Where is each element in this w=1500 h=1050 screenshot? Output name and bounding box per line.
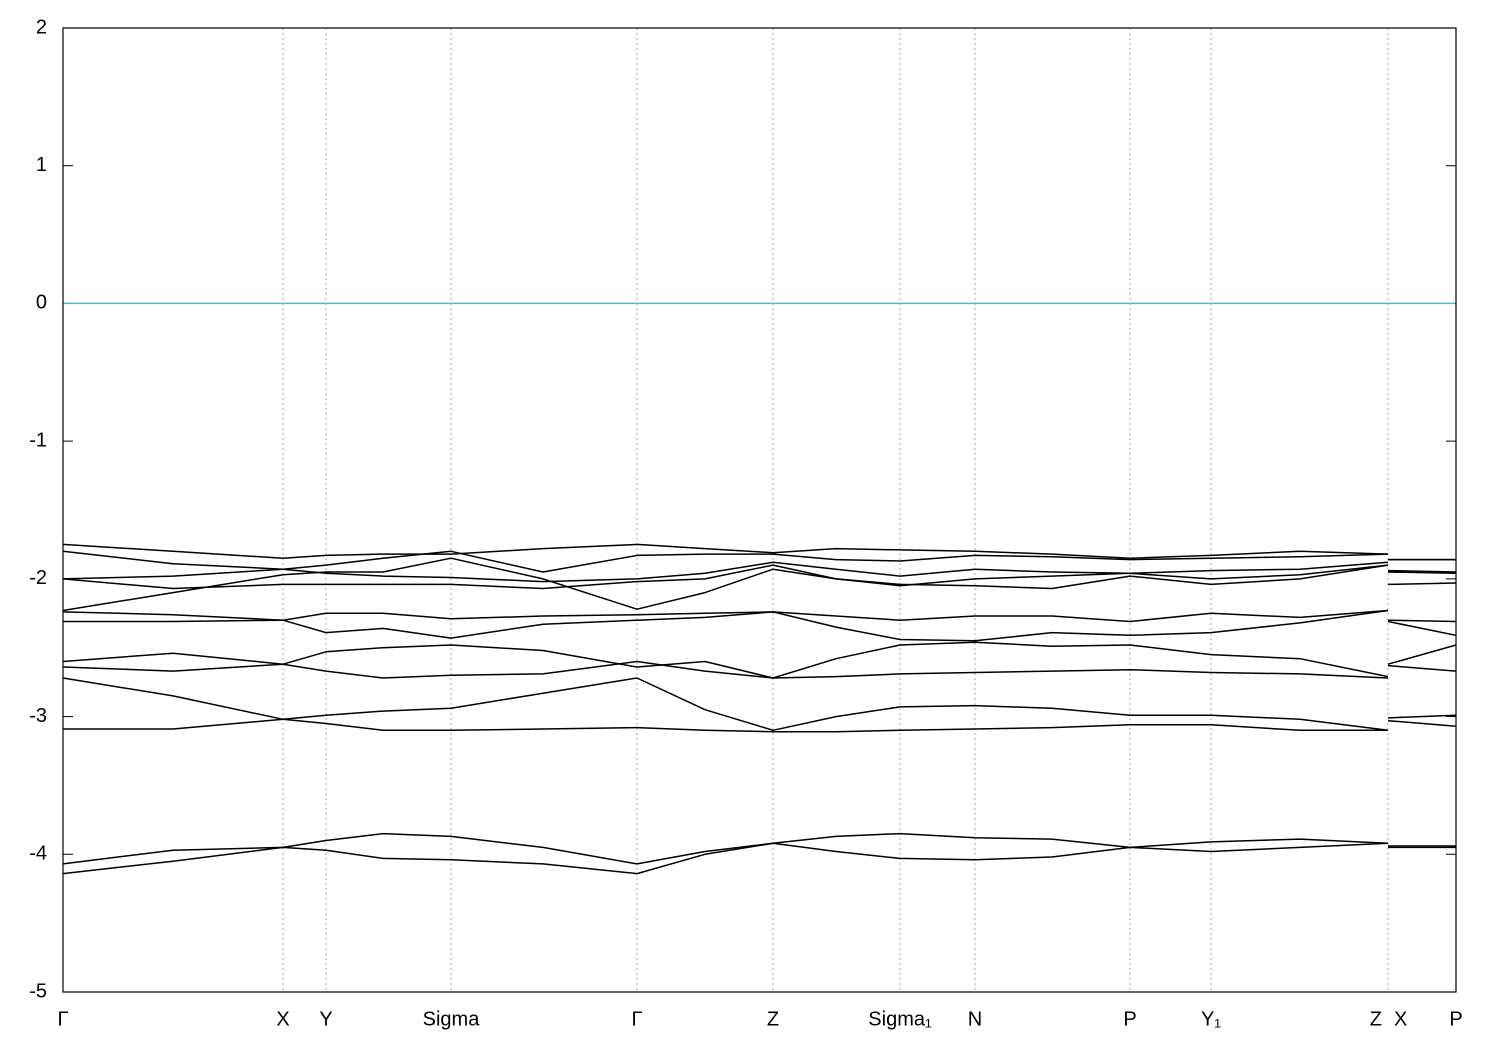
plot-frame xyxy=(62,27,1457,993)
y-tick-label: -5 xyxy=(29,980,47,1002)
band-line xyxy=(62,641,1457,679)
y-tick-label: 0 xyxy=(36,292,47,314)
x-tick-label: Z xyxy=(767,1008,779,1030)
x-tick-label: X xyxy=(1394,1008,1407,1030)
band-line xyxy=(62,564,1457,590)
x-tick-label: Γ xyxy=(631,1008,642,1030)
band-line xyxy=(62,842,1456,875)
band-line xyxy=(62,543,1456,561)
x-tick-label: Sigma xyxy=(423,1008,481,1030)
band-line xyxy=(62,677,1457,732)
x-tick-label: Y₁ xyxy=(1201,1008,1221,1030)
y-tick-label: -3 xyxy=(29,705,47,727)
x-tick-label: N xyxy=(968,1008,982,1030)
x-tick-label: Z xyxy=(1370,1008,1382,1030)
band-line xyxy=(62,609,1457,623)
x-tick-label: P xyxy=(1123,1008,1136,1030)
x-tick-label: X xyxy=(276,1008,289,1030)
band-line xyxy=(63,609,1457,642)
y-tick-label: 1 xyxy=(36,154,47,176)
x-tick-label: Sigma₁ xyxy=(868,1008,932,1030)
x-tick-label: P xyxy=(1449,1008,1462,1030)
y-tick-label: -1 xyxy=(29,429,47,451)
y-tick-label: -4 xyxy=(29,843,47,865)
y-tick-label: 2 xyxy=(36,16,47,38)
y-tick-label: -2 xyxy=(29,567,47,589)
x-tick-label: Γ xyxy=(57,1008,68,1030)
x-tick-label: Y xyxy=(319,1008,332,1030)
band-line xyxy=(62,832,1456,865)
band-line xyxy=(62,660,1457,679)
band-line xyxy=(63,718,1457,733)
band-line xyxy=(62,561,1457,583)
